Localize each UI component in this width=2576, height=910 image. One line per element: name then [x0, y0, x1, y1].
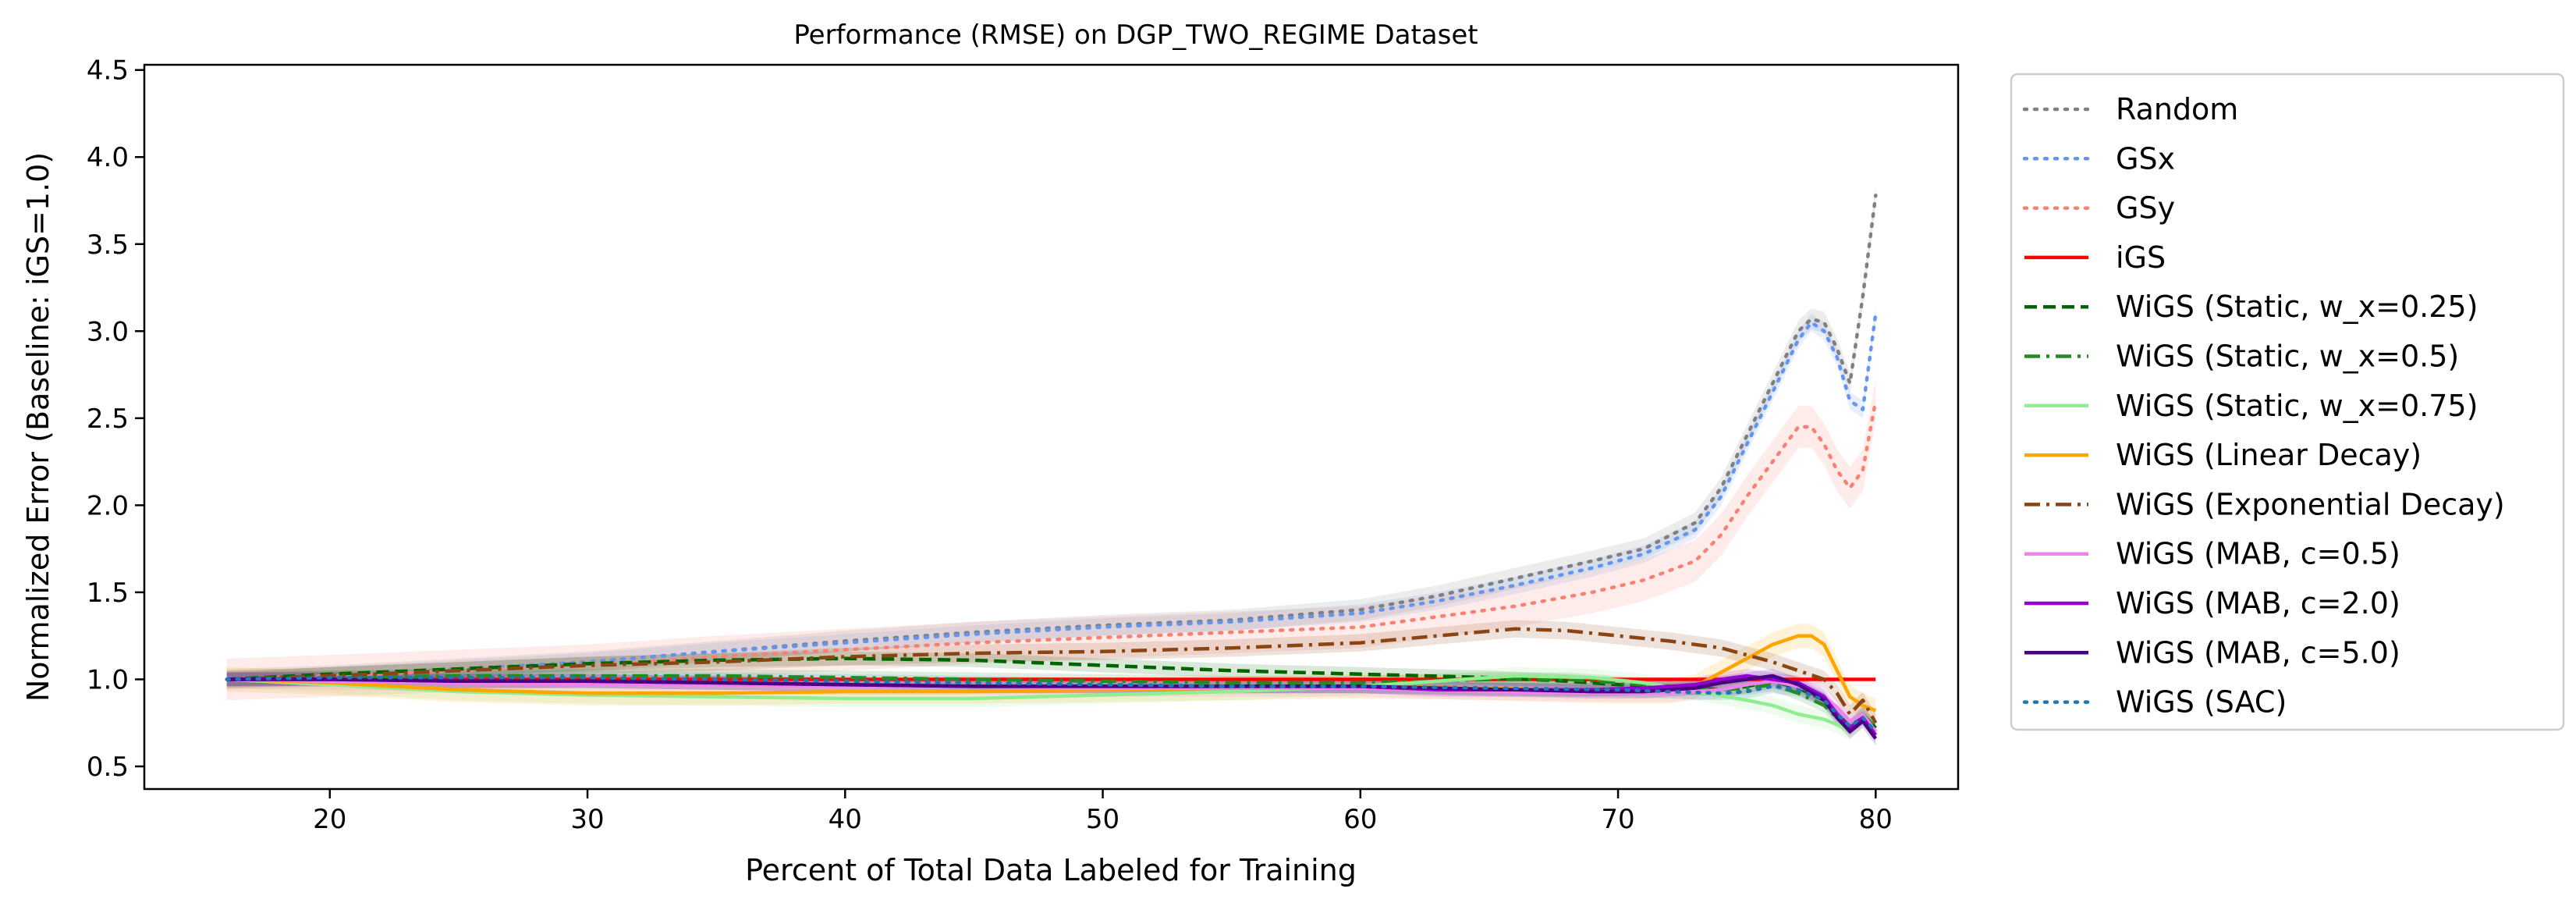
chart-title: Performance (RMSE) on DGP_TWO_REGIME Dat… [793, 20, 1478, 51]
y-tick-label: 1.0 [87, 664, 129, 695]
x-tick-label: 40 [829, 804, 862, 835]
legend-label-12: WiGS (SAC) [2116, 685, 2287, 720]
legend-label-4: WiGS (Static, w_x=0.25) [2116, 290, 2478, 324]
x-tick-label: 70 [1601, 804, 1634, 835]
series-6-line [226, 674, 1877, 734]
series-1-line [225, 311, 1878, 681]
legend-label-6: WiGS (Static, w_x=0.75) [2116, 389, 2478, 423]
legend-label-11: WiGS (MAB, c=5.0) [2116, 635, 2400, 670]
legend-label-9: WiGS (MAB, c=0.5) [2116, 537, 2400, 571]
x-tick-label: 80 [1859, 804, 1893, 835]
x-tick-label: 50 [1086, 804, 1119, 835]
legend-label-3: iGS [2116, 240, 2166, 275]
y-tick-label: 3.0 [87, 316, 129, 347]
y-tick-label: 4.5 [87, 55, 129, 87]
x-tick-label: 60 [1343, 804, 1377, 835]
legend-label-0: Random [2116, 92, 2238, 126]
y-axis: 0.5 1.0 1.5 2.0 2.5 3.0 3.5 4.0 4.5 [87, 55, 144, 783]
confidence-bands [226, 184, 1876, 746]
series-6-band [226, 667, 1876, 741]
y-tick-label: 3.5 [87, 229, 129, 261]
legend-label-1: GSx [2116, 141, 2175, 176]
x-axis: 20 30 40 50 60 70 80 [313, 789, 1893, 835]
series-1-band [226, 304, 1876, 688]
series-2-line [225, 399, 1878, 681]
legend-label-7: WiGS (Linear Decay) [2116, 438, 2422, 472]
x-tick-label: 30 [570, 804, 604, 835]
y-tick-label: 2.5 [87, 403, 129, 435]
series-4-line [226, 656, 1877, 730]
legend-label-5: WiGS (Static, w_x=0.5) [2116, 339, 2459, 374]
x-tick-label: 20 [313, 804, 346, 835]
series-2-band [226, 379, 1876, 701]
legend: Random GSx GSy iGS WiGS (Static, w_x=0.25) Wi… [2010, 73, 2565, 731]
series-5-band [226, 669, 1876, 735]
y-axis-label: Normalized Error (Baseline: iGS=1.0) [21, 152, 55, 702]
legend-label-8: WiGS (Exponential Decay) [2116, 487, 2505, 521]
series-4-band [226, 651, 1876, 735]
series-7-band [226, 624, 1876, 723]
y-tick-label: 4.0 [87, 142, 129, 173]
legend-label-10: WiGS (MAB, c=2.0) [2116, 586, 2400, 620]
y-tick-label: 2.0 [87, 490, 129, 521]
x-axis-label: Percent of Total Data Labeled for Traini… [745, 853, 1357, 887]
series-8-line [226, 627, 1878, 724]
series-12-line [225, 675, 1878, 734]
y-tick-label: 0.5 [87, 752, 129, 783]
series-lines [225, 194, 1878, 740]
plot-frame [143, 63, 1960, 791]
legend-label-2: GSy [2116, 191, 2175, 226]
series-5-line [226, 674, 1877, 730]
legend-frame [2010, 73, 2565, 731]
series-0-line [225, 194, 1878, 681]
y-tick-label: 1.5 [87, 578, 129, 609]
series-0-band [226, 184, 1876, 690]
